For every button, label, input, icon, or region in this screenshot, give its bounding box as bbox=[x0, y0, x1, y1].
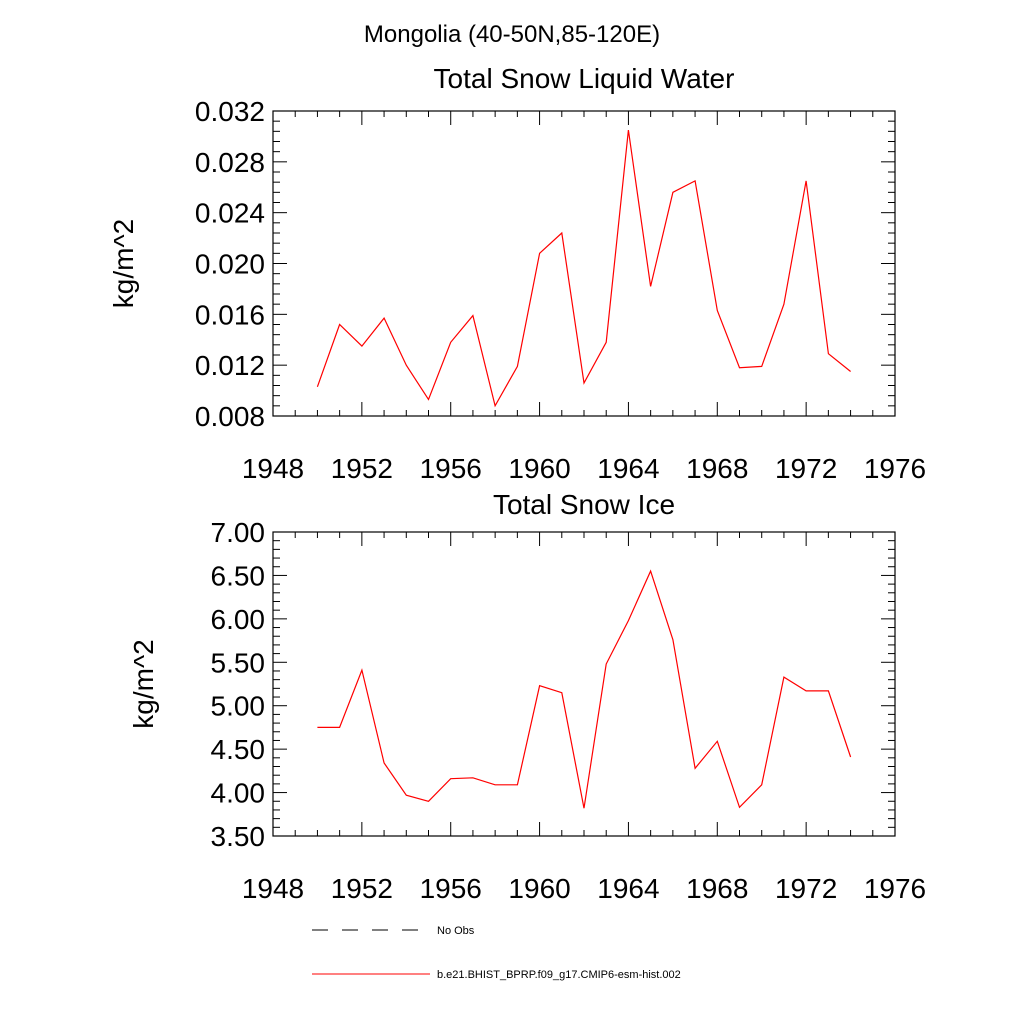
x-tick-label: 1976 bbox=[864, 453, 926, 484]
y-tick-label: 0.008 bbox=[195, 401, 265, 432]
x-tick-label: 1952 bbox=[331, 453, 393, 484]
series-line-model bbox=[317, 569, 852, 809]
x-tick-label: 1972 bbox=[775, 453, 837, 484]
y-tick-label: 3.50 bbox=[211, 821, 266, 852]
panel-snow-liquid-water: Total Snow Liquid Water kg/m^2 1948 1952 195… bbox=[108, 63, 926, 484]
x-tick-label: 1964 bbox=[597, 873, 659, 904]
x-tick-label: 1948 bbox=[242, 453, 304, 484]
y-tick-label: 7.00 bbox=[211, 517, 266, 548]
series-line-model bbox=[316, 130, 851, 408]
y-tick-label: 0.012 bbox=[195, 350, 265, 381]
x-tick-label: 1956 bbox=[420, 453, 482, 484]
y-tick-label: 0.016 bbox=[195, 299, 265, 330]
region-title: Mongolia (40-50N,85-120E) bbox=[364, 21, 660, 48]
y-axis-label: kg/m^2 bbox=[128, 639, 159, 728]
x-tick-label: 1972 bbox=[775, 873, 837, 904]
x-tick-label: 1968 bbox=[686, 453, 748, 484]
y-tick-label: 0.028 bbox=[195, 147, 265, 178]
y-axis-label: kg/m^2 bbox=[108, 219, 139, 308]
y-tick-label: 4.50 bbox=[211, 734, 266, 765]
plot-frame bbox=[272, 531, 896, 837]
x-tick-label: 1948 bbox=[242, 873, 304, 904]
x-tick-label: 1968 bbox=[686, 873, 748, 904]
x-tick-label: 1952 bbox=[331, 873, 393, 904]
chart-title: Total Snow Ice bbox=[493, 489, 675, 520]
plot-frame bbox=[272, 110, 896, 417]
x-tick-label: 1960 bbox=[508, 453, 570, 484]
y-tick-label: 0.032 bbox=[195, 96, 265, 127]
panel-snow-ice: Total Snow Ice kg/m^2 1948 1952 1956 1960 1964… bbox=[128, 489, 926, 904]
legend: No Obs b.e21.BHIST_BPRP.f09_g17.CMIP6-es… bbox=[312, 925, 681, 981]
y-tick-label: 0.020 bbox=[195, 249, 265, 280]
y-tick-label: 5.50 bbox=[211, 647, 266, 678]
y-tick-label: 5.00 bbox=[211, 691, 266, 722]
legend-label-no-obs: No Obs bbox=[437, 925, 475, 937]
x-tick-label: 1976 bbox=[864, 873, 926, 904]
x-tick-label: 1964 bbox=[597, 453, 659, 484]
y-tick-label: 4.00 bbox=[211, 778, 266, 809]
chart-title: Total Snow Liquid Water bbox=[434, 63, 735, 94]
x-tick-label: 1960 bbox=[508, 873, 570, 904]
y-tick-label: 6.00 bbox=[211, 604, 266, 635]
legend-label-model: b.e21.BHIST_BPRP.f09_g17.CMIP6-esm-hist.… bbox=[437, 969, 681, 981]
x-tick-label: 1956 bbox=[420, 873, 482, 904]
y-tick-label: 0.024 bbox=[195, 198, 265, 229]
y-tick-label: 6.50 bbox=[211, 560, 266, 591]
